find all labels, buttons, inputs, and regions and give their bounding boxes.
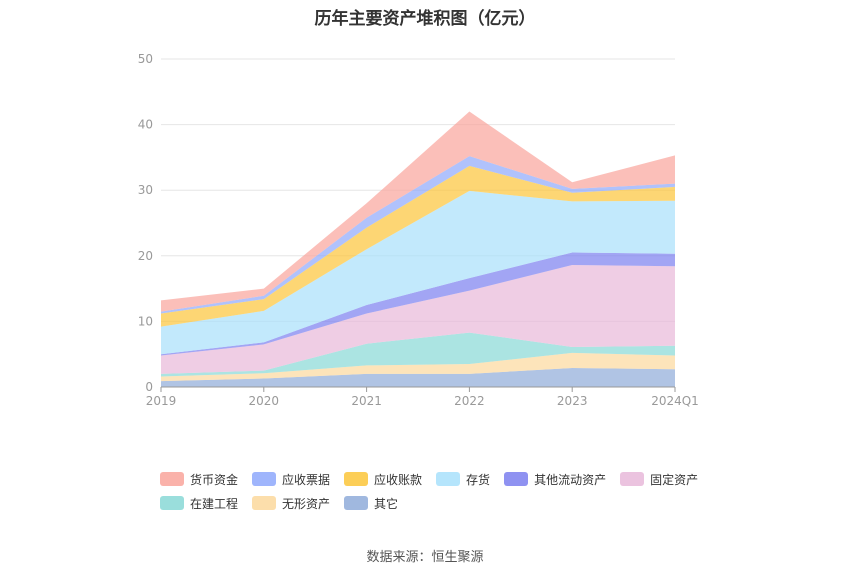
- legend-swatch: [436, 472, 461, 486]
- legend-item[interactable]: 货币资金: [160, 470, 238, 488]
- y-tick-label: 40: [138, 118, 153, 132]
- area-series-其它[interactable]: [161, 368, 675, 387]
- area-series-无形资产[interactable]: [161, 352, 675, 382]
- x-tick-label: 2021: [351, 394, 382, 408]
- axes: 0 10 20 30 40 50 2019 2020 2021 2022 2023 2024Q1: [138, 52, 699, 408]
- y-tick-label: 0: [145, 380, 153, 394]
- legend-label: 固定资产: [650, 472, 699, 487]
- area-series-layer: [161, 111, 675, 387]
- legend-swatch: [344, 472, 369, 486]
- legend-swatch: [504, 472, 529, 486]
- x-tick-label: 2024Q1: [651, 394, 699, 408]
- legend-swatch: [160, 496, 184, 510]
- y-tick-label: 20: [138, 249, 153, 263]
- legend-swatch: [620, 472, 645, 486]
- legend-swatch: [252, 496, 277, 510]
- legend-label: 货币资金: [190, 472, 239, 487]
- data-source-note: 数据来源：恒生聚源: [366, 550, 484, 565]
- y-tick-label: 10: [138, 314, 153, 328]
- x-tick-label: 2019: [146, 394, 177, 408]
- legend-item[interactable]: 其他流动资产: [504, 470, 606, 488]
- area-series-存货[interactable]: [161, 190, 675, 355]
- x-tick-label: 2023: [557, 394, 588, 408]
- legend-label: 应收账款: [374, 472, 423, 487]
- area-series-应收账款[interactable]: [161, 165, 675, 327]
- legend-label: 其他流动资产: [534, 472, 607, 487]
- legend: 货币资金 应收票据 应收账款 存货 其他流动资产 固定资产在建工程 无形资产 其它: [160, 470, 720, 512]
- legend-swatch: [344, 496, 369, 510]
- x-tick-label: 2020: [249, 394, 280, 408]
- legend-label: 其它: [374, 496, 399, 511]
- legend-item[interactable]: 其它: [344, 494, 398, 512]
- legend-item[interactable]: 固定资产: [620, 470, 698, 488]
- area-series-固定资产[interactable]: [161, 265, 675, 374]
- legend-item[interactable]: 无形资产: [252, 494, 330, 512]
- legend-item[interactable]: 存货: [436, 470, 490, 488]
- area-series-其他流动资产[interactable]: [161, 252, 675, 356]
- legend-item[interactable]: 应收票据: [252, 470, 330, 488]
- legend-swatch: [252, 472, 277, 486]
- legend-label: 存货: [466, 472, 491, 487]
- x-tick-label: 2022: [454, 394, 485, 408]
- y-tick-label: 50: [138, 52, 153, 66]
- legend-item[interactable]: 应收账款: [344, 470, 422, 488]
- legend-label: 无形资产: [282, 496, 331, 511]
- legend-swatch: [160, 472, 184, 486]
- area-series-在建工程[interactable]: [161, 332, 675, 377]
- area-series-应收票据[interactable]: [161, 156, 675, 314]
- chart-title: 历年主要资产堆积图（亿元）: [314, 9, 536, 29]
- legend-item[interactable]: 在建工程: [160, 494, 238, 512]
- y-tick-label: 30: [138, 183, 153, 197]
- legend-label: 应收票据: [282, 472, 331, 487]
- legend-label: 在建工程: [190, 496, 239, 511]
